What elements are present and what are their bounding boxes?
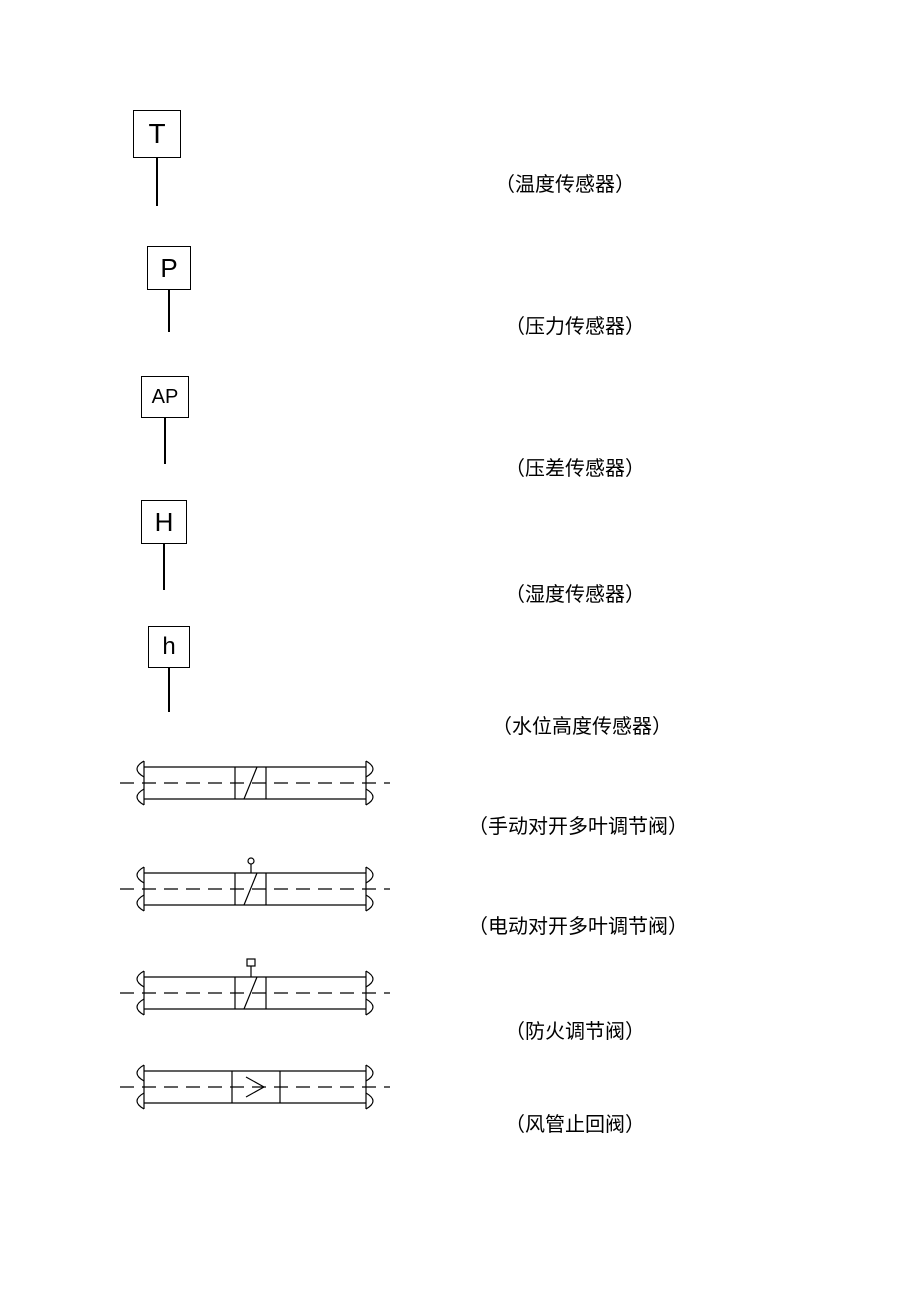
diff-pressure-sensor-stem bbox=[164, 418, 166, 464]
fire-damper-symbol bbox=[120, 958, 390, 1018]
diff-pressure-sensor-box: AP bbox=[141, 376, 189, 418]
manual-damper-label: （手动对开多叶调节阀） bbox=[468, 810, 688, 839]
pressure-sensor-box: P bbox=[147, 246, 191, 290]
electric-damper-label: （电动对开多叶调节阀） bbox=[468, 910, 688, 939]
water-level-sensor-box: h bbox=[148, 626, 190, 668]
manual-damper-symbol bbox=[120, 758, 390, 808]
humidity-sensor-box: H bbox=[141, 500, 187, 544]
water-level-sensor-stem bbox=[168, 668, 170, 712]
temp-sensor-label: （温度传感器） bbox=[495, 168, 635, 197]
pressure-sensor-label: （压力传感器） bbox=[505, 310, 645, 339]
check-valve-symbol bbox=[120, 1062, 390, 1112]
diff-pressure-sensor-label: （压差传感器） bbox=[505, 452, 645, 481]
water-level-sensor-label: （水位高度传感器） bbox=[492, 710, 672, 739]
pressure-sensor-stem bbox=[168, 290, 170, 332]
check-valve-label: （风管止回阀） bbox=[505, 1108, 645, 1137]
humidity-sensor-label: （湿度传感器） bbox=[505, 578, 645, 607]
electric-damper-symbol bbox=[120, 854, 390, 914]
temp-sensor-box: T bbox=[133, 110, 181, 158]
fire-damper-label: （防火调节阀） bbox=[505, 1015, 645, 1044]
humidity-sensor-stem bbox=[163, 544, 165, 590]
temp-sensor-stem bbox=[156, 158, 158, 206]
